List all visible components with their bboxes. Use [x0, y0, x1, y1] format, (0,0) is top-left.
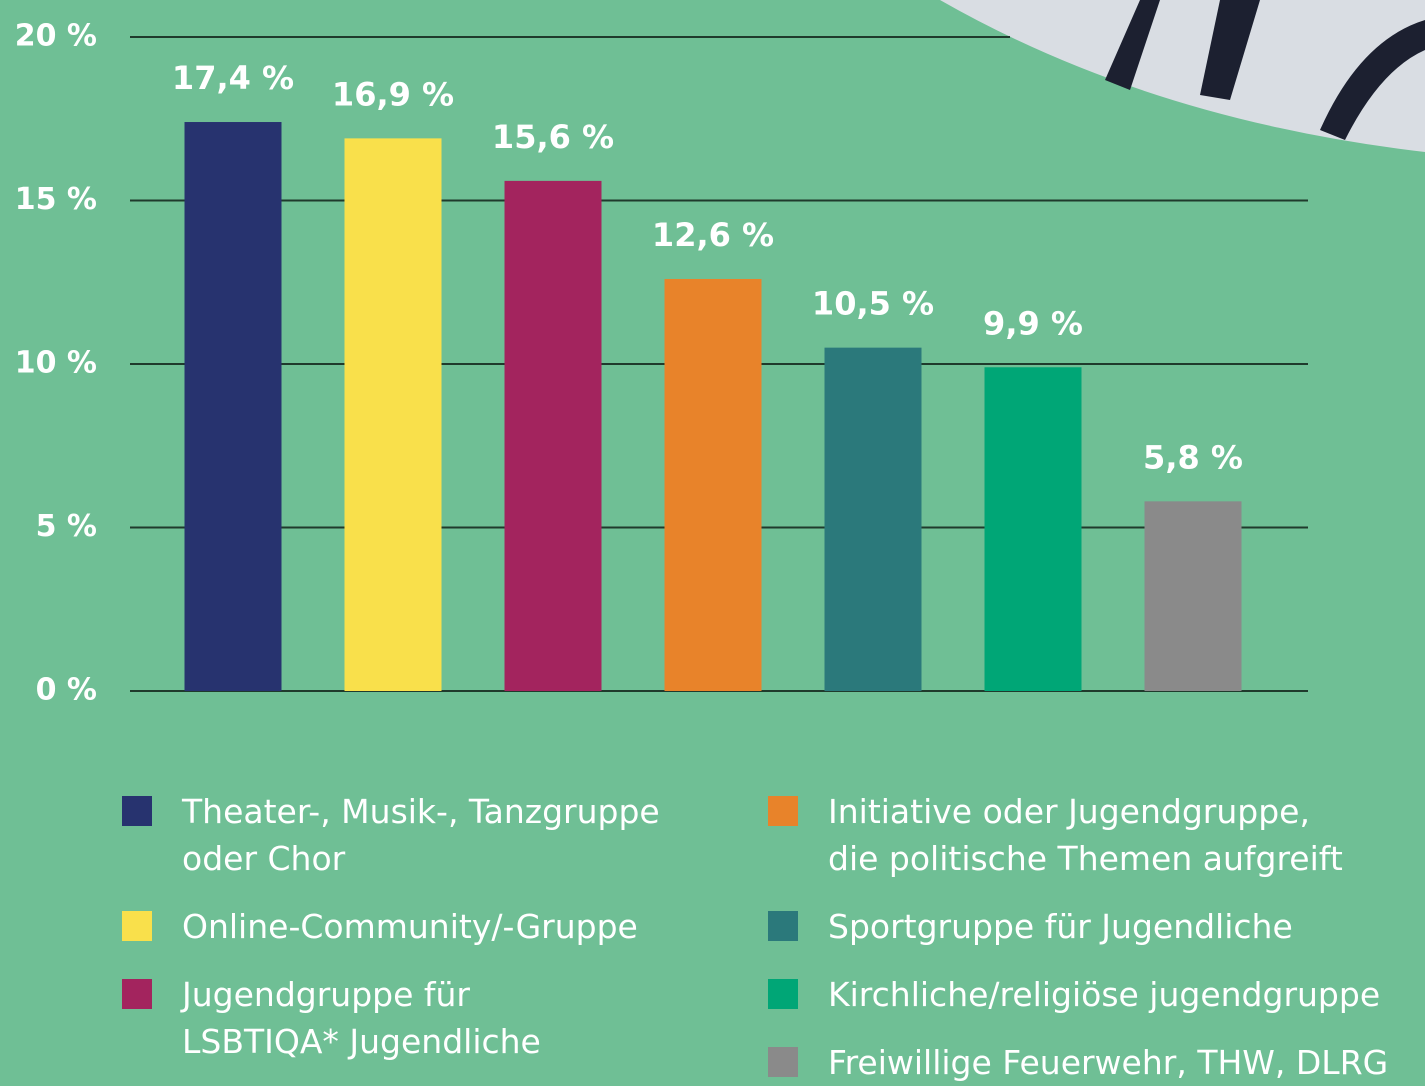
- legend-entry: Kirchliche/religiöse jugendgruppe: [768, 971, 1388, 1018]
- legend-swatch: [768, 796, 798, 826]
- legend-swatch: [768, 979, 798, 1009]
- page: 0 % 5 % 10 % 15 % 20 % 17,4 % 16,9 % 15,6 % 12,6…: [0, 0, 1425, 1085]
- legend: Theater-, Musik-, Tanzgruppe oder Chor On…: [122, 788, 660, 1065]
- legend-label: Kirchliche/religiöse jugendgruppe: [828, 975, 1380, 1014]
- legend-label: Initiative oder Jugendgruppe, die politi…: [828, 792, 1343, 878]
- legend-entry: Freiwillige Feuerwehr, THW, DLRG: [768, 1039, 1388, 1086]
- legend-entry: Initiative oder Jugendgruppe, die politi…: [768, 788, 1388, 882]
- value-label: 12,6 %: [652, 216, 774, 254]
- legend-entry: Online-Community/-Gruppe: [122, 903, 660, 950]
- legend-entry: Theater-, Musik-, Tanzgruppe oder Chor: [122, 788, 660, 882]
- bar: [505, 181, 602, 691]
- legend-swatch: [122, 796, 152, 826]
- legend-label: Theater-, Musik-, Tanzgruppe oder Chor: [182, 792, 660, 878]
- legend-label: Freiwillige Feuerwehr, THW, DLRG: [828, 1043, 1388, 1082]
- legend-label: Sportgruppe für Jugendliche: [828, 907, 1293, 946]
- bar: [665, 279, 762, 691]
- bar: [1145, 501, 1242, 691]
- legend-label: Online-Community/-Gruppe: [182, 907, 638, 946]
- value-label: 5,8 %: [1143, 438, 1243, 476]
- legend-swatch: [122, 979, 152, 1009]
- legend-swatch: [768, 1047, 798, 1077]
- value-label: 15,6 %: [492, 118, 614, 156]
- legend-entry: Sportgruppe für Jugendliche: [768, 903, 1388, 950]
- bar: [825, 348, 922, 691]
- bar: [985, 367, 1082, 691]
- y-tick-label: 15 %: [15, 182, 97, 217]
- legend: Initiative oder Jugendgruppe, die politi…: [768, 788, 1388, 1086]
- bar: [185, 122, 282, 691]
- y-tick-label: 0 %: [36, 673, 97, 708]
- legend-swatch: [122, 911, 152, 941]
- legend-entry: Jugendgruppe für LSBTIQA* Jugendliche: [122, 971, 660, 1065]
- value-label: 9,9 %: [983, 304, 1083, 342]
- y-tick-label: 5 %: [36, 509, 97, 544]
- photo-decoration: [940, 0, 1425, 152]
- y-tick-label: 20 %: [15, 19, 97, 54]
- value-label: 10,5 %: [812, 285, 934, 323]
- legend-label: Jugendgruppe für LSBTIQA* Jugendliche: [182, 975, 541, 1061]
- value-label: 16,9 %: [332, 75, 454, 113]
- value-label: 17,4 %: [172, 59, 294, 97]
- legend-swatch: [768, 911, 798, 941]
- bar: [345, 138, 442, 691]
- y-tick-label: 10 %: [15, 346, 97, 381]
